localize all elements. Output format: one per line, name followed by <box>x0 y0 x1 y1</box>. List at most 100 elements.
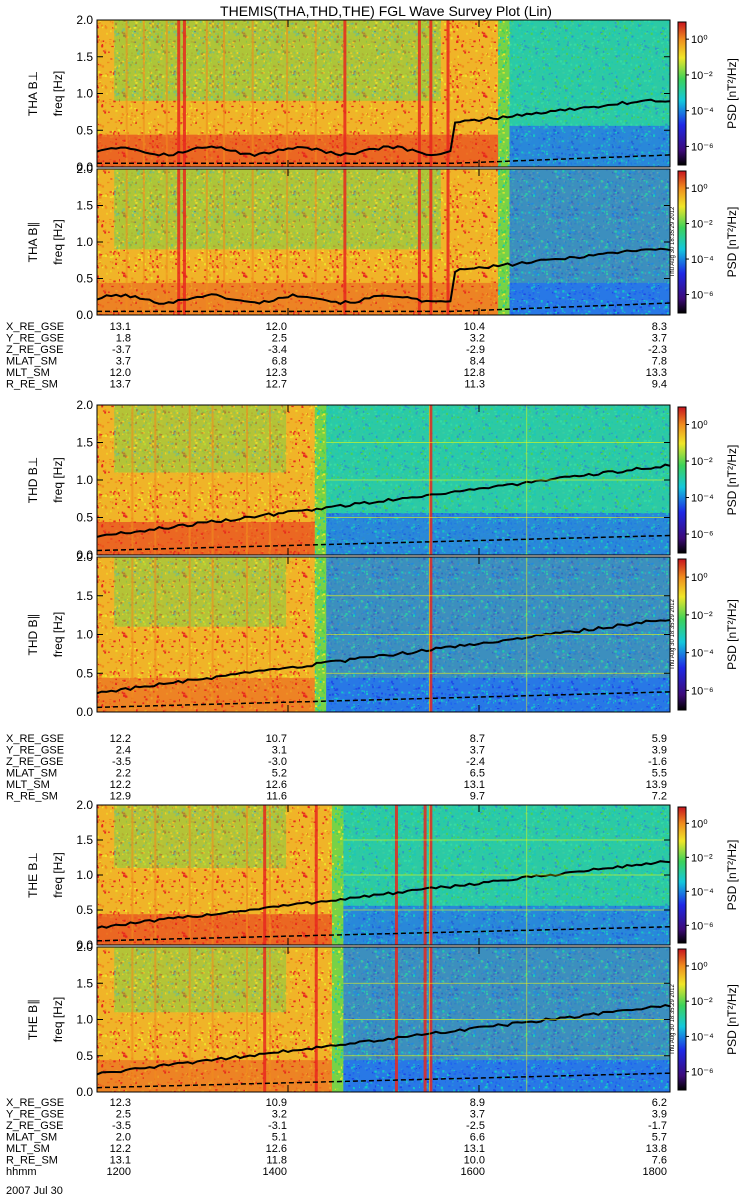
y-axis-label: freq [Hz] <box>51 219 65 264</box>
colorbar-tick-label: 10⁰ <box>691 572 708 584</box>
y-tick-label: 1.0 <box>76 1013 93 1027</box>
ephemeris-row-label: X_RE_GSE <box>6 1097 64 1109</box>
colorbar-tick-label: 10⁻⁶ <box>691 141 714 153</box>
colorbar <box>677 170 687 314</box>
time-axis-label: hhmm <box>6 1166 37 1178</box>
spectrogram-image <box>97 20 670 167</box>
y-tick-label: 1.5 <box>76 976 93 990</box>
y-tick-label: 0.5 <box>76 123 93 137</box>
ephemeris-value: -1.7 <box>648 1120 667 1132</box>
colorbar-tick-label: 10⁻² <box>691 610 713 622</box>
ephemeris-row-label: MLAT_SM <box>6 1132 57 1144</box>
y-tick-label: 2.0 <box>76 162 93 176</box>
colorbar-tick-label: 10⁻² <box>691 70 713 82</box>
ephemeris-value: 3.2 <box>272 1109 287 1121</box>
ephemeris-value: 13.1 <box>110 1155 131 1167</box>
ephemeris-value: 13.8 <box>646 1143 667 1155</box>
y-tick-label: 0.0 <box>76 1085 93 1099</box>
ephemeris-value: 11.3 <box>464 379 485 391</box>
colorbar-label: PSD [nT²/Hz] <box>725 984 739 1055</box>
ephemeris-value: 3.9 <box>652 1109 667 1121</box>
y-tick-label: 0.5 <box>76 272 93 286</box>
colorbar <box>677 558 687 711</box>
ephemeris-value: 9.7 <box>470 791 485 803</box>
panel-label: THE B∥ <box>26 999 40 1040</box>
ephemeris-value: 13.7 <box>110 379 131 391</box>
ephemeris-value: 2.5 <box>116 1109 131 1121</box>
ephemeris-tables: X_RE_GSE 13.1 12.0 10.4 8.3 Y_RE_GSE 1.8 2.5 3.2… <box>6 321 667 1178</box>
ephemeris-value: 10.9 <box>266 1097 287 1109</box>
ephemeris-value: 3.1 <box>272 745 287 757</box>
spectrogram-panel-2: 0.0 0.5 1.0 1.5 2.0 THA B∥ freq [Hz] 10⁰ 10⁻² 10⁻… <box>26 162 739 322</box>
y-tick-label: 0.5 <box>76 1049 93 1063</box>
time-tick-label: 1200 <box>107 1166 131 1178</box>
colorbar-tick-label: 10⁻⁴ <box>691 648 714 660</box>
ephemeris-row-label: R_RE_SM <box>6 1155 58 1167</box>
ephemeris-value: -2.5 <box>466 1120 485 1132</box>
spectrogram-image <box>97 169 670 315</box>
ephemeris-value: 3.2 <box>470 333 485 345</box>
gyrofrequency-line <box>97 463 670 538</box>
ephemeris-value: 1.8 <box>116 333 131 345</box>
ephemeris-value: 11.6 <box>266 791 287 803</box>
ephemeris-value: -3.5 <box>112 756 131 768</box>
y-tick-label: 0.5 <box>76 903 93 917</box>
ephemeris-value: 13.1 <box>110 321 131 333</box>
ephemeris-value: 8.4 <box>470 356 485 368</box>
y-axis-label: freq [Hz] <box>51 457 65 502</box>
ephemeris-row-label: Y_RE_GSE <box>6 745 64 757</box>
ephemeris-value: 5.5 <box>652 768 667 780</box>
ephemeris-value: 12.9 <box>110 791 131 803</box>
ephemeris-value: -3.0 <box>268 756 287 768</box>
ephemeris-value: 5.2 <box>272 768 287 780</box>
ephemeris-value: 7.6 <box>652 1155 667 1167</box>
colorbar-tick-label: 10⁻⁶ <box>691 1067 714 1079</box>
y-tick-label: 2.0 <box>76 940 93 954</box>
spectrogram-panels: 0.0 0.5 1.0 1.5 2.0 THA B⊥ freq [Hz] 10⁰ 10⁻² 10⁻… <box>26 13 739 1099</box>
y-tick-label: 1.0 <box>76 235 93 249</box>
y-tick-label: 1.5 <box>76 50 93 64</box>
y-axis-label: freq [Hz] <box>51 852 65 897</box>
colorbar-tick-label: 10⁻⁶ <box>691 920 714 932</box>
ephemeris-row-label: Z_RE_GSE <box>6 1120 63 1132</box>
colorbar-tick-label: 10⁰ <box>691 818 708 830</box>
spectrogram-panel-4: 0.0 0.5 1.0 1.5 2.0 THD B∥ freq [Hz] 10⁰ 10⁻² 10⁻… <box>26 550 739 719</box>
spectrogram-panel-5: 0.0 0.5 1.0 1.5 2.0 THE B⊥ freq [Hz] 10⁰ 10⁻² 10⁻… <box>26 798 739 952</box>
ephemeris-value: 13.9 <box>646 779 667 791</box>
ephemeris-value: 5.9 <box>652 733 667 745</box>
ephemeris-value: 12.7 <box>266 379 287 391</box>
ephemeris-thd: X_RE_GSE 12.2 10.7 8.7 5.9 Y_RE_GSE 2.4 3.1 3.7 3… <box>6 733 667 803</box>
spectrogram-image <box>97 805 670 945</box>
ephemeris-value: 12.2 <box>110 733 131 745</box>
ephemeris-row-label: MLT_SM <box>6 779 50 791</box>
ephemeris-the: X_RE_GSE 12.3 10.9 8.9 6.2 Y_RE_GSE 2.5 3.2 3.7 3… <box>6 1097 667 1167</box>
ephemeris-value: 2.5 <box>272 333 287 345</box>
ephemeris-value: 12.6 <box>266 1143 287 1155</box>
ephemeris-row-label: MLT_SM <box>6 1143 50 1155</box>
ephemeris-value: -2.4 <box>466 756 485 768</box>
ephemeris-value: 6.6 <box>470 1132 485 1144</box>
gyrofrequency-line <box>97 247 670 306</box>
ephemeris-value: 10.4 <box>464 321 485 333</box>
ephemeris-row-label: X_RE_GSE <box>6 321 64 333</box>
ephemeris-value: 11.8 <box>266 1155 287 1167</box>
ephemeris-value: 8.3 <box>652 321 667 333</box>
ephemeris-value: 2.4 <box>116 745 131 757</box>
y-tick-label: 2.0 <box>76 398 93 412</box>
ephemeris-value: 8.7 <box>470 733 485 745</box>
ephemeris-value: 8.9 <box>470 1097 485 1109</box>
ephemeris-value: 5.1 <box>272 1132 287 1144</box>
y-tick-label: 1.5 <box>76 436 93 450</box>
ephemeris-value: 6.5 <box>470 768 485 780</box>
ephemeris-row-label: MLAT_SM <box>6 356 57 368</box>
date-label: 2007 Jul 30 <box>6 1185 63 1197</box>
spectrogram-image <box>97 405 670 555</box>
y-tick-label: 1.0 <box>76 87 93 101</box>
ephemeris-row-label: MLT_SM <box>6 367 50 379</box>
time-tick-label: 1800 <box>643 1166 667 1178</box>
colorbar-tick-label: 10⁻⁴ <box>691 254 714 266</box>
ephemeris-row-label: X_RE_GSE <box>6 733 64 745</box>
ephemeris-value: 9.4 <box>652 379 667 391</box>
colorbar-tick-label: 10⁻⁴ <box>691 493 714 505</box>
ephemeris-value: -3.5 <box>112 1120 131 1132</box>
